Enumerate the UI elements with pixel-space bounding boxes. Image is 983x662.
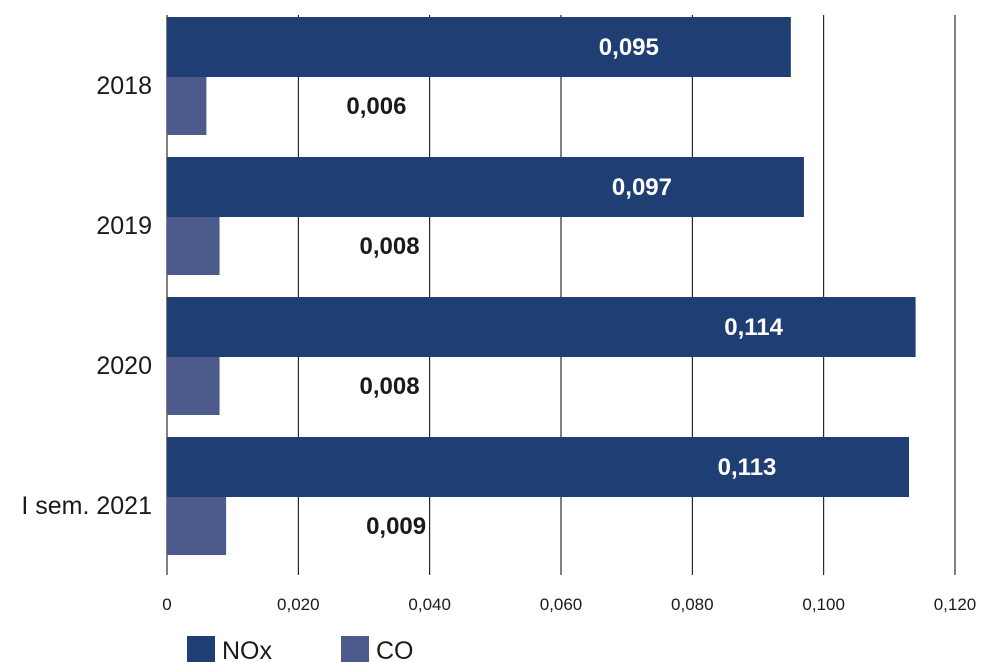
bar-nox [167,17,791,77]
gridlines [166,15,956,575]
x-axis-ticks: 0 0,020 0,040 0,060 0,080 0,100 0,120 [162,595,976,614]
x-tick-label: 0,040 [408,595,451,614]
x-tick-label: 0,100 [802,595,845,614]
x-tick-label: 0,060 [540,595,583,614]
legend-label-nox: NOx [222,637,273,662]
bar-nox [167,157,804,217]
bar-co [167,217,220,275]
legend-swatch-nox [187,636,215,662]
data-label-nox: 0,097 [612,174,672,201]
x-tick-label: 0,080 [671,595,714,614]
legend: NOx CO [187,636,414,662]
legend-swatch-co [341,636,369,662]
data-label-co: 0,006 [346,93,406,120]
legend-label-co: CO [376,637,414,662]
category-label: 2020 [96,352,152,380]
y-axis-categories: 2018 2019 2020 I sem. 2021 [21,72,152,520]
x-tick-label: 0,020 [277,595,320,614]
data-label-co: 0,009 [366,513,426,540]
bar-co [167,357,220,415]
category-label: 2019 [96,212,152,240]
category-label: I sem. 2021 [21,492,152,520]
data-label-co: 0,008 [360,233,420,260]
data-label-nox: 0,113 [718,454,777,481]
bar-co [167,77,207,135]
category-label: 2018 [96,72,152,100]
data-label-nox: 0,095 [599,34,659,61]
x-tick-label: 0,120 [934,595,977,614]
data-label-nox: 0,114 [724,314,783,341]
bar-nox [167,437,910,497]
x-tick-label: 0 [162,595,171,614]
bars: 0,095 0,006 0,097 0,008 0,114 0,008 0,113 0,009 [167,17,916,555]
bar-co [167,497,227,555]
bar-nox [167,297,916,357]
data-label-co: 0,008 [360,373,420,400]
